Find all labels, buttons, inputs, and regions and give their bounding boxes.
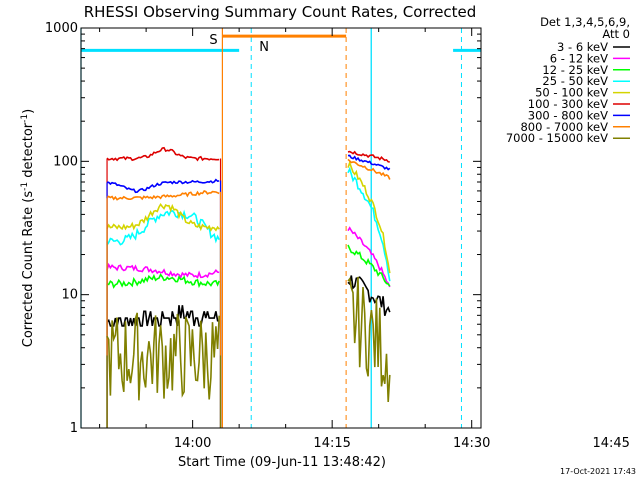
- series-line-red: [106, 146, 220, 162]
- series-line-red: [347, 150, 390, 163]
- series-line-olive: [347, 276, 391, 403]
- series-line-yellow: [347, 160, 391, 274]
- legend-label: 25 - 50 keV: [542, 74, 608, 88]
- x-tick-label: 14:45: [592, 436, 629, 451]
- y-tick-label: 1: [70, 421, 78, 436]
- legend-header-1: Det 1,3,4,5,6,9,: [540, 15, 630, 29]
- series-line-cyan: [106, 209, 220, 246]
- series-line-orange: [347, 158, 391, 180]
- legend-label: 100 - 300 keV: [528, 97, 608, 111]
- chart-title: RHESSI Observing Summary Count Rates, Co…: [84, 3, 477, 21]
- legend-label: 3 - 6 keV: [557, 40, 608, 54]
- series-line-blue: [347, 154, 391, 171]
- series-line-cyan: [347, 166, 391, 282]
- x-tick-label: 14:00: [174, 436, 211, 451]
- series-line-yellow: [106, 202, 220, 232]
- legend-header-2: Att 0: [602, 27, 630, 41]
- night-flag-label: N: [259, 40, 269, 55]
- y-tick-label: 100: [53, 154, 78, 169]
- legend-label: 7000 - 15000 keV: [506, 131, 608, 145]
- y-tick-label: 10: [61, 288, 78, 303]
- plot-frame: [80, 27, 482, 429]
- legend-label: 50 - 100 keV: [535, 86, 608, 100]
- legend-label: 6 - 12 keV: [550, 51, 608, 65]
- y-axis-ticks: 1 10 100 1000: [45, 21, 481, 436]
- series-line-green: [106, 273, 220, 289]
- saa-flag-label: S: [209, 33, 217, 48]
- legend-label: 12 - 25 keV: [542, 63, 608, 77]
- x-axis-label: Start Time (09-Jun-11 13:48:42): [178, 455, 386, 470]
- series-line-black: [347, 275, 391, 317]
- timestamp: 17-Oct-2021 17:43: [560, 467, 636, 476]
- legend-label: 300 - 800 keV: [528, 108, 608, 122]
- series-line-green: [347, 244, 391, 287]
- series-line-magenta: [347, 226, 391, 288]
- y-tick-label: 1000: [45, 21, 78, 36]
- x-tick-label: 14:30: [453, 436, 490, 451]
- legend-label: 800 - 7000 keV: [520, 120, 608, 134]
- series-line-orange: [106, 190, 220, 201]
- plot-area: NS: [80, 28, 481, 428]
- series-line-magenta: [106, 262, 220, 280]
- series-line-blue: [106, 178, 220, 194]
- series-line-olive: [106, 312, 220, 401]
- series-line-black: [106, 305, 220, 327]
- y-axis-label: Corrected Count Rate (s-1 detector-1): [20, 109, 36, 347]
- x-tick-label: 14:15: [313, 436, 350, 451]
